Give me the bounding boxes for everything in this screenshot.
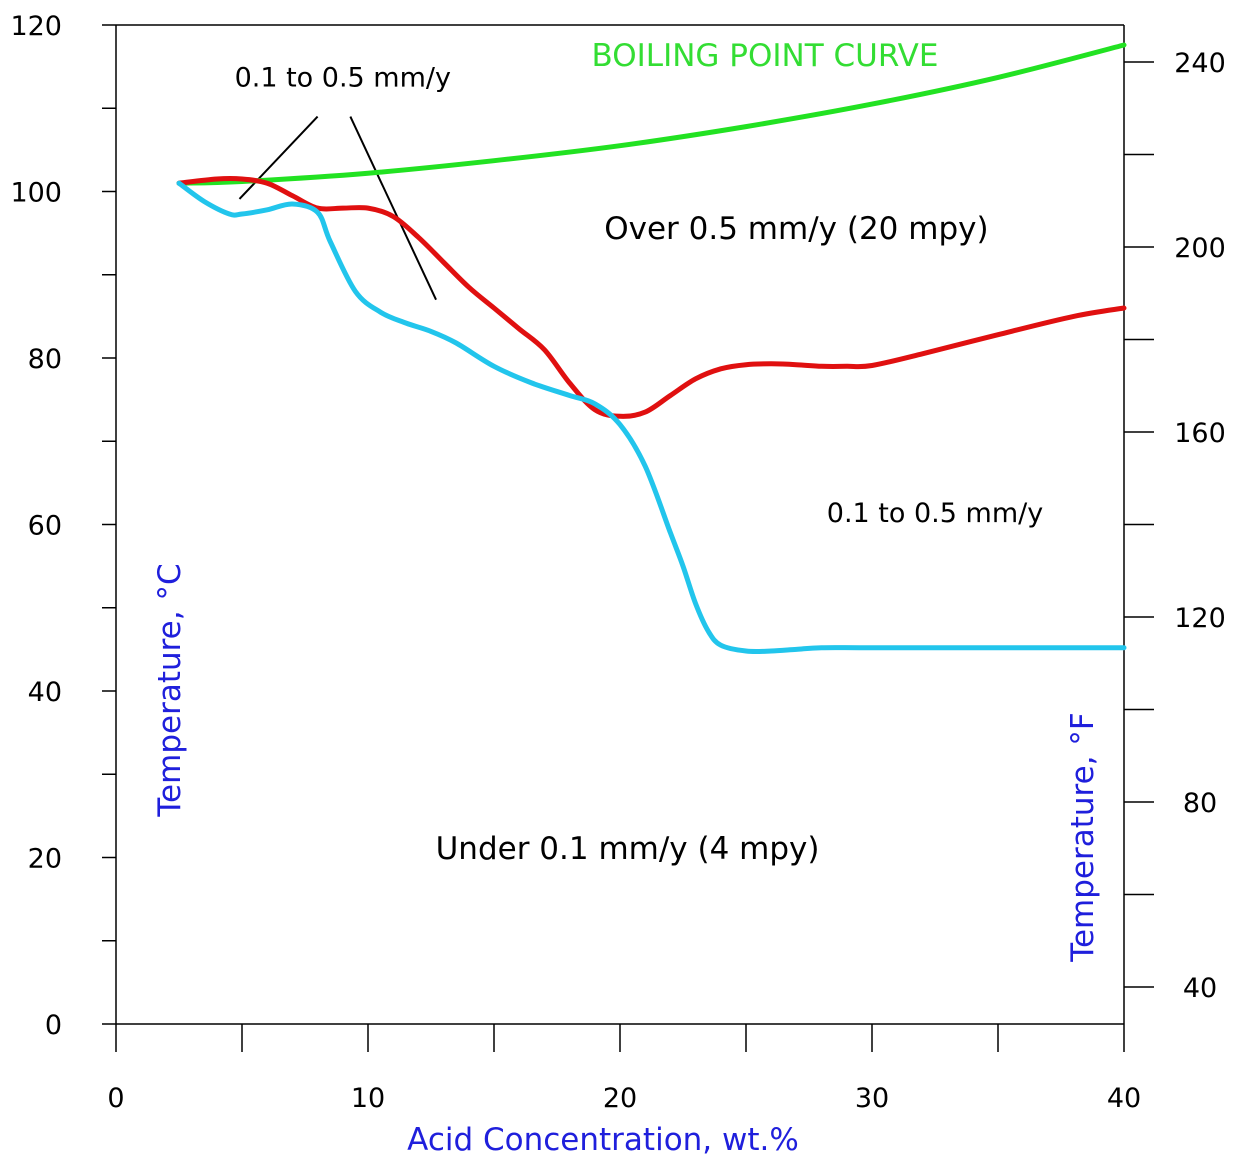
y-tick-label-right: 200	[1174, 233, 1226, 264]
region-annotation: Over 0.5 mm/y (20 mpy)	[604, 211, 988, 247]
boiling-point-curve-label: BOILING POINT CURVE	[592, 38, 939, 74]
leader-line	[238, 115, 319, 200]
y-tick-label-left: 20	[28, 844, 62, 875]
y-tick-label-left: 0	[45, 1010, 62, 1041]
y-axis-title-right: Temperature, °F	[1065, 712, 1101, 962]
y-axis-title-left: Temperature, °C	[152, 563, 188, 817]
annotations: 0.1 to 0.5 mm/y Over 0.5 mm/y (20 mpy) 0.1…	[235, 63, 1044, 868]
axes: 0 10 20 30 40 0 20 40 60 80 100 120 40 80 120 160 200 240	[10, 11, 1225, 1114]
region-annotation: 0.1 to 0.5 mm/y	[235, 63, 451, 94]
y-tick-label-right: 80	[1183, 788, 1217, 819]
y-tick-label-left: 60	[28, 511, 62, 542]
y-tick-label-left: 100	[10, 178, 62, 209]
series-lines	[176, 42, 1127, 655]
y-tick-label-left: 80	[28, 344, 62, 375]
y-tick-label-left: 40	[28, 677, 62, 708]
x-tick-label: 40	[1107, 1083, 1141, 1114]
region-annotation: Under 0.1 mm/y (4 mpy)	[436, 831, 820, 867]
x-axis-title: Acid Concentration, wt.%	[407, 1122, 799, 1158]
y-tick-label-left: 120	[10, 11, 62, 42]
y-tick-label-right: 160	[1174, 418, 1226, 449]
boiling-point-curve	[176, 42, 1127, 186]
leader-line	[349, 116, 437, 301]
x-tick-label: 30	[855, 1083, 889, 1114]
x-tick-label: 20	[603, 1083, 637, 1114]
x-tick-label: 0	[107, 1083, 124, 1114]
x-tick-label: 10	[351, 1083, 385, 1114]
blue-iso-corrosion-curve	[176, 180, 1127, 655]
region-annotation: 0.1 to 0.5 mm/y	[827, 498, 1043, 529]
leader-lines	[238, 115, 437, 301]
y-tick-label-right: 240	[1174, 48, 1226, 79]
y-tick-label-right: 120	[1174, 603, 1226, 634]
y-tick-label-right: 40	[1183, 973, 1217, 1004]
